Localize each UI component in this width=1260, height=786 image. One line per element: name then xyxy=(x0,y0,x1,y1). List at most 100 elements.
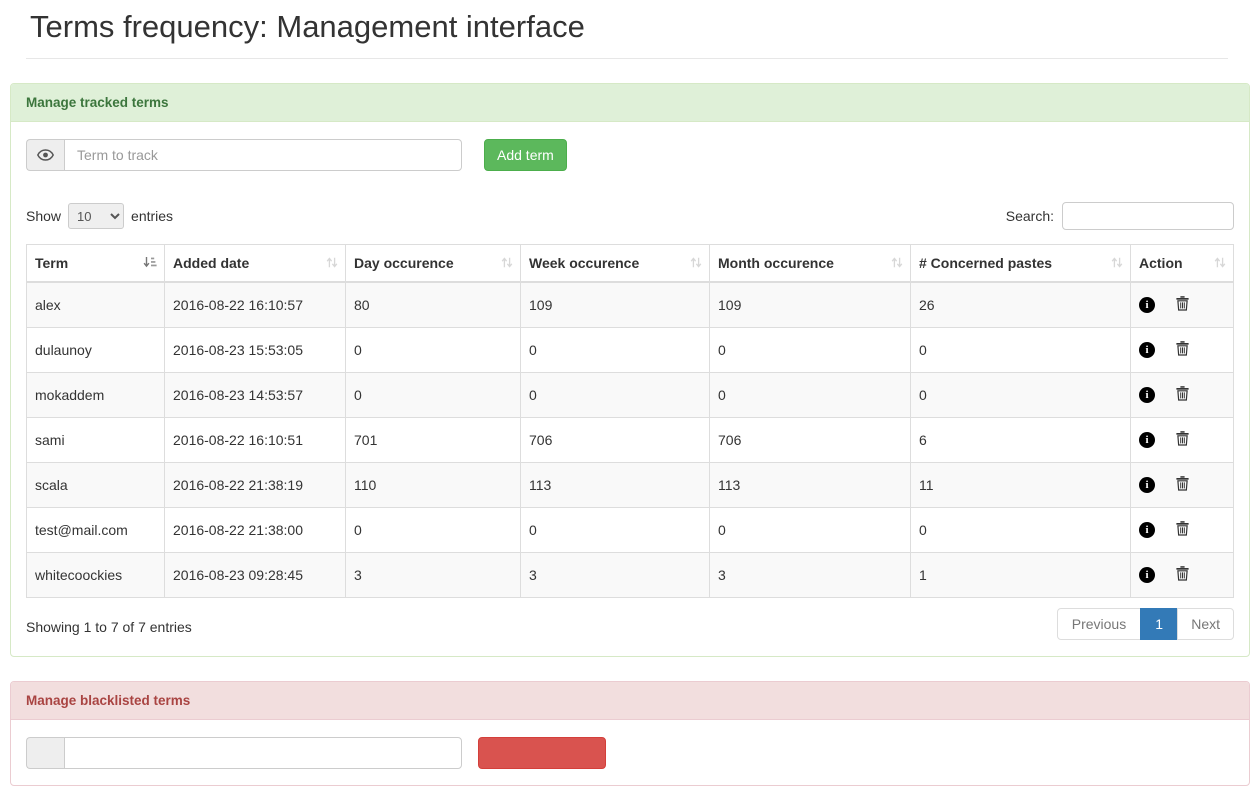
blacklisted-terms-panel-body xyxy=(11,720,1249,785)
show-term-info-button[interactable]: i xyxy=(1139,297,1155,313)
table-row: mokaddem 2016-08-23 14:53:57 0 0 0 0 i xyxy=(27,373,1234,418)
blacklist-term-input[interactable] xyxy=(64,737,462,769)
trash-icon xyxy=(1176,521,1189,539)
cell-action: i xyxy=(1131,282,1234,328)
show-label: Show xyxy=(26,208,61,224)
cell-concerned-pastes: 0 xyxy=(911,328,1131,373)
page-title: Terms frequency: Management interface xyxy=(30,9,1230,45)
column-label: Term xyxy=(35,255,68,271)
trash-icon xyxy=(1176,566,1189,584)
delete-term-button[interactable] xyxy=(1176,566,1189,584)
sort-both-icon xyxy=(891,256,903,272)
cell-added-date: 2016-08-23 15:53:05 xyxy=(165,328,346,373)
delete-term-button[interactable] xyxy=(1176,296,1189,314)
blacklist-term-button[interactable] xyxy=(478,737,606,769)
column-header-week-occurence[interactable]: Week occurence xyxy=(521,245,710,283)
cell-concerned-pastes: 11 xyxy=(911,463,1131,508)
pagination-page-1[interactable]: 1 xyxy=(1140,608,1178,640)
cell-added-date: 2016-08-22 16:10:57 xyxy=(165,282,346,328)
sort-both-icon xyxy=(1111,256,1123,272)
table-body: alex 2016-08-22 16:10:57 80 109 109 26 i xyxy=(27,282,1234,598)
info-circle-icon: i xyxy=(1139,567,1155,583)
cell-week-occurence: 3 xyxy=(521,553,710,598)
show-term-info-button[interactable]: i xyxy=(1139,477,1155,493)
show-term-info-button[interactable]: i xyxy=(1139,522,1155,538)
cell-action: i xyxy=(1131,463,1234,508)
cell-added-date: 2016-08-23 09:28:45 xyxy=(165,553,346,598)
pagination-next[interactable]: Next xyxy=(1177,608,1234,640)
main-container: Terms frequency: Management interface Ma… xyxy=(0,9,1260,786)
show-term-info-button[interactable]: i xyxy=(1139,387,1155,403)
table-header-row: Term Added date xyxy=(27,245,1234,283)
cell-day-occurence: 0 xyxy=(346,328,521,373)
cell-added-date: 2016-08-22 16:10:51 xyxy=(165,418,346,463)
delete-term-button[interactable] xyxy=(1176,341,1189,359)
search-input[interactable] xyxy=(1062,202,1234,230)
column-label: Added date xyxy=(173,255,249,271)
add-term-row: Add term xyxy=(26,139,1234,171)
delete-term-button[interactable] xyxy=(1176,521,1189,539)
cell-week-occurence: 113 xyxy=(521,463,710,508)
show-term-info-button[interactable]: i xyxy=(1139,432,1155,448)
cell-term: test@mail.com xyxy=(27,508,165,553)
delete-term-button[interactable] xyxy=(1176,431,1189,449)
cell-day-occurence: 80 xyxy=(346,282,521,328)
table-info: Showing 1 to 7 of 7 entries xyxy=(26,613,192,635)
cell-action: i xyxy=(1131,373,1234,418)
table-row: alex 2016-08-22 16:10:57 80 109 109 26 i xyxy=(27,282,1234,328)
trash-icon xyxy=(1176,296,1189,314)
trash-icon xyxy=(1176,341,1189,359)
term-to-track-input[interactable] xyxy=(64,139,462,171)
trash-icon xyxy=(1176,386,1189,404)
cell-action: i xyxy=(1131,328,1234,373)
table-row: sami 2016-08-22 16:10:51 701 706 706 6 i xyxy=(27,418,1234,463)
info-circle-icon: i xyxy=(1139,387,1155,403)
cell-month-occurence: 0 xyxy=(710,508,911,553)
column-header-day-occurence[interactable]: Day occurence xyxy=(346,245,521,283)
show-term-info-button[interactable]: i xyxy=(1139,567,1155,583)
info-circle-icon: i xyxy=(1139,522,1155,538)
cell-term: sami xyxy=(27,418,165,463)
cell-term: mokaddem xyxy=(27,373,165,418)
pagination: Previous 1 Next xyxy=(1057,608,1234,640)
table-footer: Showing 1 to 7 of 7 entries Previous 1 N… xyxy=(26,608,1234,640)
show-term-info-button[interactable]: i xyxy=(1139,342,1155,358)
column-label: Month occurence xyxy=(718,255,834,271)
page-length-control: Show 10 entries xyxy=(26,203,173,229)
blacklist-term-row xyxy=(26,737,1234,769)
page-length-select[interactable]: 10 xyxy=(68,203,124,229)
cell-added-date: 2016-08-22 21:38:19 xyxy=(165,463,346,508)
cell-day-occurence: 701 xyxy=(346,418,521,463)
term-input-group xyxy=(26,139,462,171)
column-header-action[interactable]: Action xyxy=(1131,245,1234,283)
info-circle-icon: i xyxy=(1139,432,1155,448)
sort-both-icon xyxy=(501,256,513,272)
cell-concerned-pastes: 1 xyxy=(911,553,1131,598)
add-term-button[interactable]: Add term xyxy=(484,139,567,171)
delete-term-button[interactable] xyxy=(1176,476,1189,494)
cell-concerned-pastes: 6 xyxy=(911,418,1131,463)
column-header-concerned-pastes[interactable]: # Concerned pastes xyxy=(911,245,1131,283)
blacklisted-terms-panel: Manage blacklisted terms xyxy=(10,681,1250,786)
column-label: Action xyxy=(1139,255,1183,271)
trash-icon xyxy=(1176,476,1189,494)
cell-term: dulaunoy xyxy=(27,328,165,373)
column-header-term[interactable]: Term xyxy=(27,245,165,283)
pagination-previous[interactable]: Previous xyxy=(1057,608,1141,640)
cell-action: i xyxy=(1131,553,1234,598)
cell-added-date: 2016-08-23 14:53:57 xyxy=(165,373,346,418)
cell-concerned-pastes: 0 xyxy=(911,508,1131,553)
blacklist-input-addon xyxy=(26,737,64,769)
cell-day-occurence: 0 xyxy=(346,373,521,418)
column-header-added-date[interactable]: Added date xyxy=(165,245,346,283)
column-header-month-occurence[interactable]: Month occurence xyxy=(710,245,911,283)
info-circle-icon: i xyxy=(1139,342,1155,358)
sort-both-icon xyxy=(326,256,338,272)
blacklist-input-group xyxy=(26,737,462,769)
table-row: dulaunoy 2016-08-23 15:53:05 0 0 0 0 i xyxy=(27,328,1234,373)
cell-month-occurence: 0 xyxy=(710,328,911,373)
delete-term-button[interactable] xyxy=(1176,386,1189,404)
cell-month-occurence: 3 xyxy=(710,553,911,598)
tracked-terms-panel: Manage tracked terms Add term Show xyxy=(10,83,1250,657)
blacklisted-terms-panel-heading: Manage blacklisted terms xyxy=(11,682,1249,720)
